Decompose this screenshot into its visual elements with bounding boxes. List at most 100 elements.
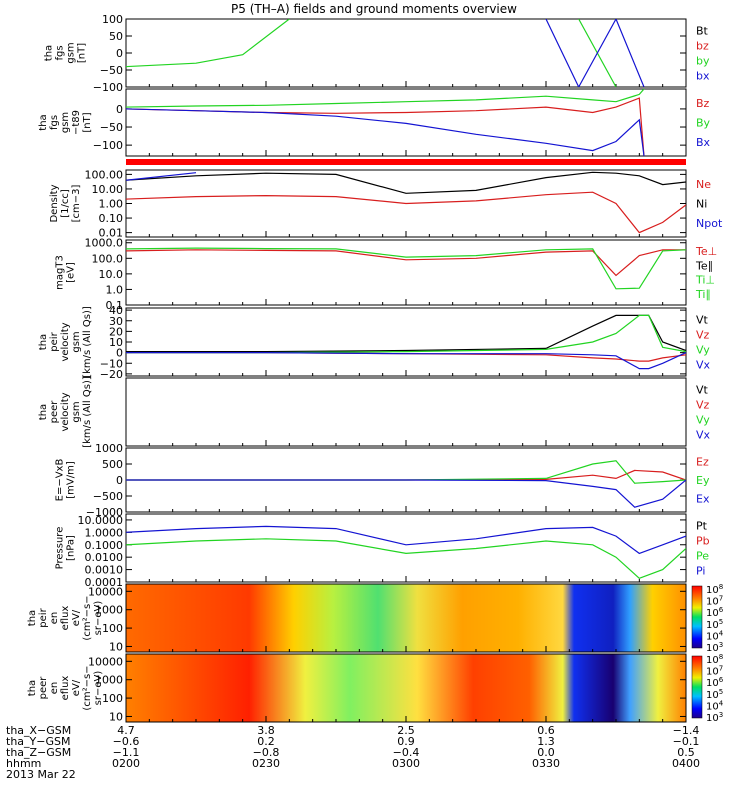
legend-6-2: Vy [696, 414, 710, 427]
legend-7-0: Ez [696, 455, 709, 468]
y-tick-label: 0 [116, 47, 123, 60]
legend-7-2: Ex [696, 493, 710, 506]
separator-band [126, 159, 686, 165]
y-tick-label: 10000 [88, 655, 123, 668]
y-axis-label: [nT] [77, 43, 88, 63]
y-tick-label: −1000 [86, 506, 123, 519]
series-ex-line [126, 479, 686, 508]
series-by-line [126, 19, 617, 87]
footer-row-label: 2013 Mar 22 [6, 768, 76, 781]
y-axis-label: tha [38, 114, 49, 130]
y-tick-label: 1.0000 [85, 526, 124, 539]
legend-1-2: by [696, 55, 710, 68]
legend-5-2: Vy [696, 344, 710, 357]
legend-8-1: Pb [696, 535, 710, 548]
series-ni-line [126, 171, 686, 194]
colorbar [691, 585, 703, 649]
y-tick-label: 10 [109, 336, 123, 349]
y-axis-label: gsm [60, 112, 71, 133]
legend-2-1: By [696, 117, 711, 130]
legend-8-0: Pt [696, 520, 708, 533]
y-axis-label: peir [49, 331, 60, 351]
y-tick-label: 30 [109, 315, 123, 328]
y-axis-label: tha [38, 404, 49, 420]
y-tick-label: 10 [109, 710, 123, 723]
y-axis-label: sr−eV) [93, 601, 104, 636]
series-ez-line [126, 469, 686, 481]
y-tick-label: 1000 [95, 674, 123, 687]
legend-5-0: Vt [696, 314, 709, 327]
y-tick-label: 1.0 [106, 283, 124, 296]
legend-6-3: Vx [696, 429, 711, 442]
series-vy-line [126, 314, 686, 354]
legend-2-2: Bx [696, 136, 711, 149]
y-axis-label: [1/cc] [60, 189, 71, 218]
legend-7-1: Ey [696, 474, 710, 487]
footer-value: 1.3 [537, 735, 555, 748]
y-axis-label: en [49, 612, 60, 625]
y-axis-label: gsm [71, 331, 82, 352]
y-axis-label: eV/ [71, 679, 82, 696]
legend-3-2: Npot [696, 217, 723, 230]
y-tick-label: 1000 [95, 442, 123, 455]
footer-row-label: hhmm [6, 757, 41, 770]
footer-value: −0.8 [253, 746, 280, 759]
y-axis-label: gsm [66, 42, 77, 63]
footer-value: 4.7 [117, 724, 135, 737]
legend-1-0: Bt [696, 25, 709, 38]
y-tick-label: −100 [93, 81, 123, 94]
panel-3: 100.00 10.00 1.000.10 0.01 Density [1/cc] [cm−… [49, 168, 723, 239]
y-axis-label: −t89 [71, 110, 82, 135]
y-axis-label: tha [27, 610, 38, 626]
legend-1-1: bz [696, 40, 709, 53]
y-tick-label: 50 [109, 30, 123, 43]
legend-4-1: Te∥ [695, 259, 713, 272]
y-tick-label: 10.0 [99, 268, 124, 281]
series-bz-line [126, 97, 645, 156]
series-pe-line [126, 538, 686, 579]
spectrogram-image [126, 584, 686, 652]
legend-8-2: Pe [696, 550, 709, 563]
footer-value: 0.5 [677, 746, 695, 759]
footer-row-label: tha_Z−GSM [6, 746, 71, 759]
y-tick-label: 100 [102, 692, 123, 705]
y-axis-label: [nT] [82, 112, 93, 132]
y-tick-label: 0 [116, 474, 123, 487]
y-tick-label: −20 [100, 368, 123, 381]
y-tick-label: −50 [100, 121, 123, 134]
series-vt-line [126, 314, 686, 353]
footer-value: 0230 [252, 757, 280, 770]
y-tick-label: 1000 [95, 604, 123, 617]
panel-2: 0 −50 −100 tha fgs gsm −t89 [nT] Bz By Bx [38, 88, 711, 157]
series-vx-line [126, 352, 686, 370]
legend-5-1: Vz [696, 329, 710, 342]
y-axis-label: gsm [71, 401, 82, 422]
y-axis-label: fgs [49, 115, 60, 130]
y-tick-label: 500 [102, 458, 123, 471]
footer-value: −1.1 [113, 746, 140, 759]
y-tick-label: 100 [102, 13, 123, 26]
footer-value: 0.2 [257, 735, 275, 748]
spectrogram-image [126, 654, 686, 722]
panel-frame [125, 88, 687, 157]
panel-4: 1000.0 100.0 10.0 1.0 0.1 magT3 [eV] Te⊥Te∥ Ti⊥T… [55, 237, 718, 312]
footer-value: −1.4 [673, 724, 700, 737]
y-axis-label: tha [27, 680, 38, 696]
y-tick-label: 0.0001 [85, 576, 124, 589]
y-axis-label: peer [49, 400, 60, 424]
footer-value: 0.0 [537, 746, 555, 759]
panel-frame [125, 307, 687, 377]
colorbar-tick-label: 103 [706, 711, 723, 724]
y-tick-label: 1000.0 [85, 237, 124, 250]
footer-value: −0.4 [393, 746, 420, 759]
footer-row-label: tha_Y−GSM [6, 735, 70, 748]
legend-6-0: Vt [696, 384, 709, 397]
y-tick-label: −10 [100, 357, 123, 370]
legend-3-0: Ne [696, 178, 711, 191]
y-tick-label: 0.10 [99, 212, 124, 225]
y-axis-label: velocity [60, 392, 71, 431]
y-axis-label: sr−eV) [93, 671, 104, 706]
y-tick-label: 0 [116, 103, 123, 116]
